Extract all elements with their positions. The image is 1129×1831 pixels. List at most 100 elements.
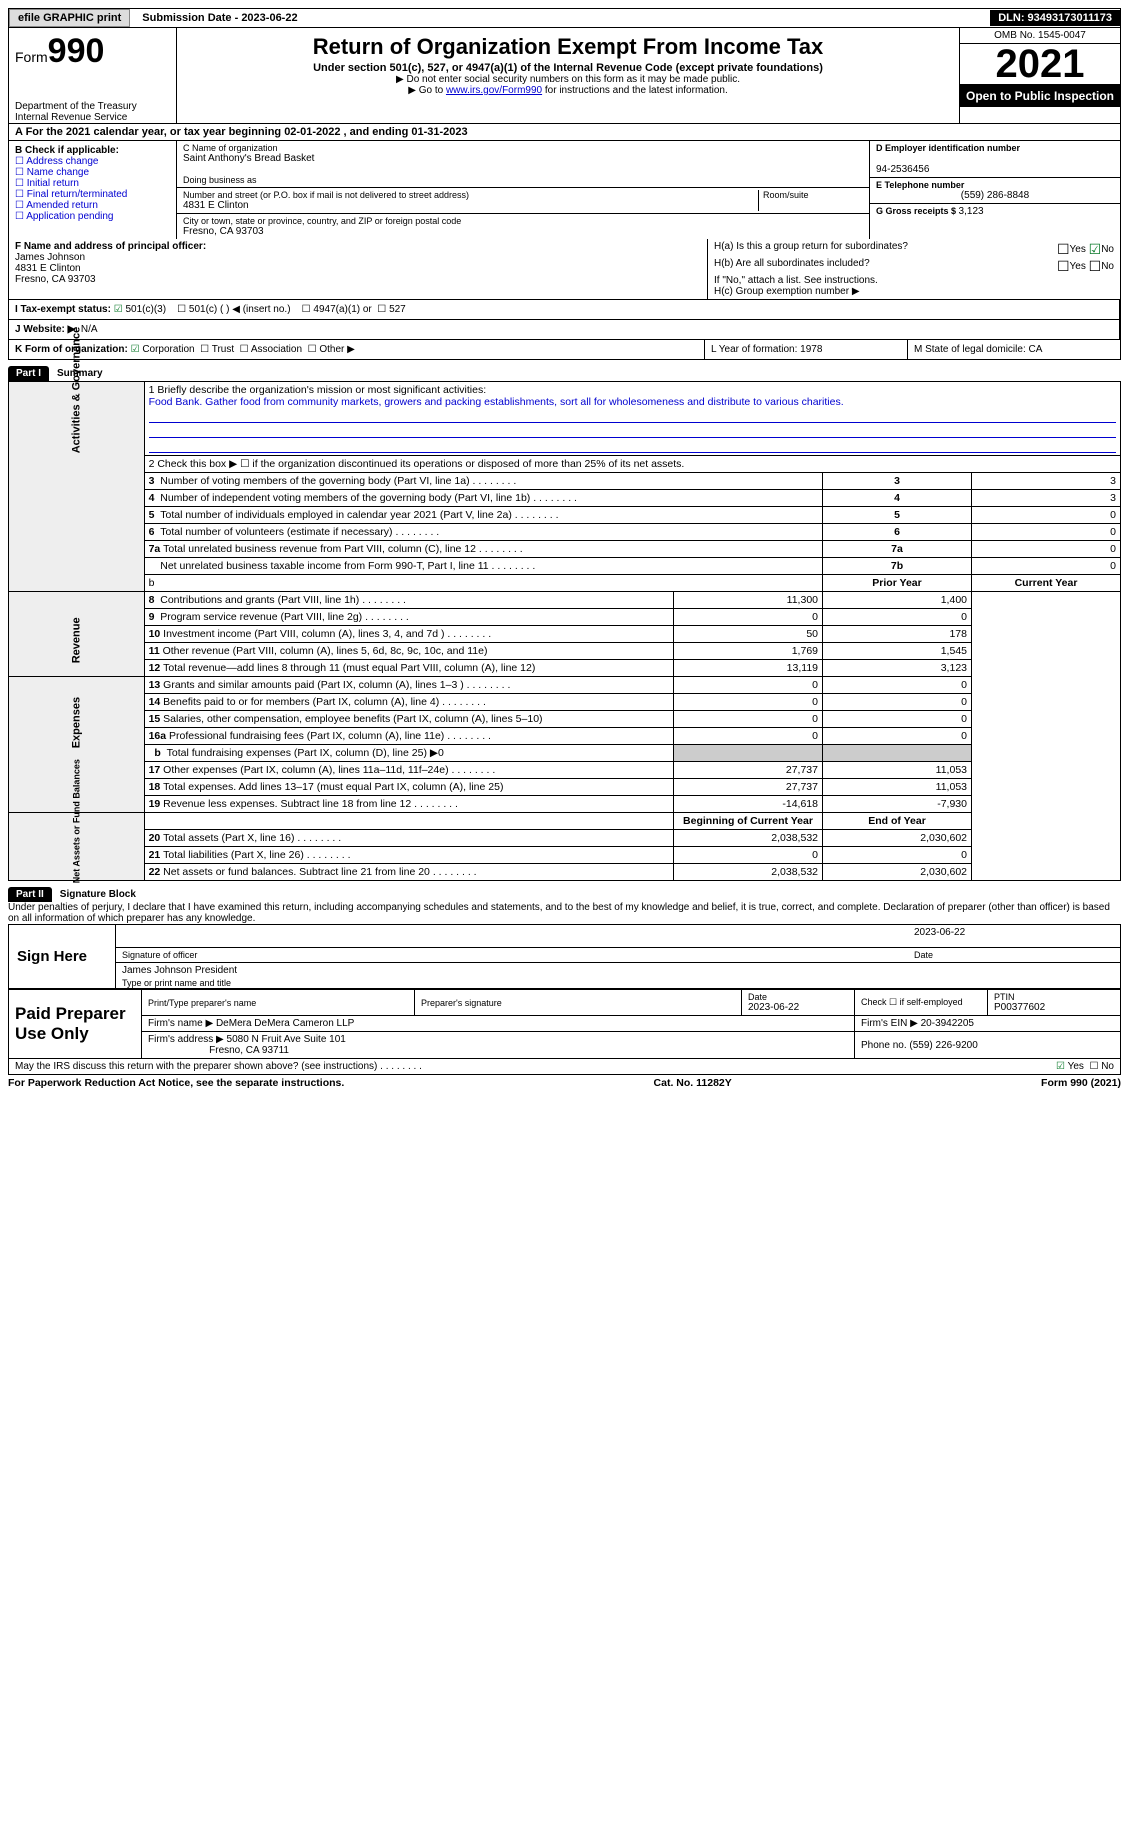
phone-value: (559) 226-9200 — [909, 1040, 977, 1051]
j-label: J Website: ▶ — [15, 324, 75, 335]
note-link-pre: ▶ Go to — [408, 85, 446, 96]
line21-eoy: 0 — [823, 847, 972, 864]
firm-name: DeMera DeMera Cameron LLP — [216, 1018, 354, 1029]
line20-text: Total assets (Part X, line 16) — [163, 832, 341, 844]
line7b-box: 7b — [823, 558, 972, 575]
ha-yes[interactable]: Yes — [1070, 244, 1086, 255]
chk-corporation[interactable]: Corporation — [142, 344, 194, 355]
line19-curr: -7,930 — [823, 796, 972, 813]
firm-addr: 5080 N Fruit Ave Suite 101 — [227, 1034, 346, 1045]
line16a-prior: 0 — [674, 728, 823, 745]
chk-initial-return[interactable]: ☐ Initial return — [15, 178, 170, 189]
line17-text: Other expenses (Part IX, column (A), lin… — [163, 764, 495, 776]
chk-4947[interactable]: 4947(a)(1) or — [313, 304, 371, 315]
officer-addr1: 4831 E Clinton — [15, 263, 701, 274]
ptin-value: P00377602 — [994, 1002, 1114, 1013]
org-address: 4831 E Clinton — [183, 200, 758, 211]
ha-no[interactable]: No — [1101, 244, 1114, 255]
chk-address-change[interactable]: ☐ Address change — [15, 156, 170, 167]
line10-text: Investment income (Part VIII, column (A)… — [163, 628, 491, 640]
footer-left: For Paperwork Reduction Act Notice, see … — [8, 1077, 344, 1089]
year-box: OMB No. 1545-0047 2021 Open to Public In… — [959, 28, 1120, 123]
gross-value: 3,123 — [959, 206, 984, 217]
section-bcd: B Check if applicable: ☐ Address change … — [8, 141, 1121, 239]
tab-net-assets: Net Assets or Fund Balances — [71, 757, 81, 884]
section-fh: F Name and address of principal officer:… — [8, 239, 1121, 300]
may-irs-no[interactable]: No — [1101, 1061, 1114, 1072]
chk-association[interactable]: Association — [251, 344, 302, 355]
hdr-boy: Beginning of Current Year — [683, 815, 813, 827]
hb-no[interactable]: No — [1101, 261, 1114, 272]
sig-date: 2023-06-22 — [914, 927, 1114, 945]
line15-text: Salaries, other compensation, employee b… — [163, 713, 542, 725]
may-irs-yes[interactable]: Yes — [1068, 1061, 1084, 1072]
q2-text: 2 Check this box ▶ ☐ if the organization… — [144, 456, 1120, 473]
chk-amended-return[interactable]: ☐ Amended return — [15, 200, 170, 211]
chk-527[interactable]: 527 — [389, 304, 406, 315]
line17-curr: 11,053 — [823, 762, 972, 779]
hdr-current-year: Current Year — [1015, 577, 1078, 589]
line20-boy: 2,038,532 — [674, 830, 823, 847]
officer-addr2: Fresno, CA 93703 — [15, 274, 701, 285]
line7b-val: 0 — [972, 558, 1121, 575]
line3-text: Number of voting members of the governin… — [160, 475, 516, 487]
chk-final-return[interactable]: ☐ Final return/terminated — [15, 189, 170, 200]
col-h-group: H(a) Is this a group return for subordin… — [708, 239, 1120, 299]
chk-app-pending[interactable]: ☐ Application pending — [15, 211, 170, 222]
line6-box: 6 — [823, 524, 972, 541]
gross-label: G Gross receipts $ — [876, 206, 959, 216]
dept-treasury: Department of the Treasury — [15, 101, 170, 112]
line7a-text: Total unrelated business revenue from Pa… — [163, 543, 523, 555]
efile-print-button[interactable]: efile GRAPHIC print — [9, 9, 130, 27]
date-label: Date — [914, 950, 1114, 960]
hb-yes[interactable]: Yes — [1070, 261, 1086, 272]
addr-label: Number and street (or P.O. box if mail i… — [183, 190, 758, 200]
chk-501c3[interactable]: 501(c)(3) — [125, 304, 166, 315]
line13-curr: 0 — [823, 677, 972, 694]
chk-trust[interactable]: Trust — [212, 344, 234, 355]
tab-governance: Activities & Governance — [70, 327, 82, 454]
form-number: 990 — [48, 32, 105, 70]
i-label: I Tax-exempt status: — [15, 304, 111, 315]
hdr-prior-year: Prior Year — [872, 577, 921, 589]
line16a-curr: 0 — [823, 728, 972, 745]
line9-curr: 0 — [823, 609, 972, 626]
line18-text: Total expenses. Add lines 13–17 (must eq… — [163, 781, 503, 793]
line9-text: Program service revenue (Part VIII, line… — [160, 611, 409, 623]
chk-name-change[interactable]: ☐ Name change — [15, 167, 170, 178]
q1-label: 1 Briefly describe the organization's mi… — [149, 384, 1116, 396]
open-to-public: Open to Public Inspection — [960, 85, 1120, 107]
line12-text: Total revenue—add lines 8 through 11 (mu… — [163, 662, 535, 674]
footer-mid: Cat. No. 11282Y — [654, 1077, 732, 1089]
chk-501c[interactable]: 501(c) ( ) ◀ (insert no.) — [189, 304, 291, 315]
chk-other[interactable]: Other ▶ — [319, 344, 354, 355]
page-footer: For Paperwork Reduction Act Notice, see … — [8, 1075, 1121, 1089]
top-bar: efile GRAPHIC print Submission Date - 20… — [8, 8, 1121, 28]
line15-prior: 0 — [674, 711, 823, 728]
line5-val: 0 — [972, 507, 1121, 524]
col-c-org-info: C Name of organizationSaint Anthony's Br… — [177, 141, 870, 239]
line16a-text: Professional fundraising fees (Part IX, … — [169, 730, 491, 742]
ein-value: 94-2536456 — [876, 164, 1114, 175]
line12-prior: 13,119 — [674, 660, 823, 677]
prep-name-label: Print/Type preparer's name — [148, 998, 408, 1008]
sign-here-label: Sign Here — [9, 925, 116, 988]
ptin-label: PTIN — [994, 992, 1114, 1002]
line3-val: 3 — [972, 473, 1121, 490]
line3-box: 3 — [823, 473, 972, 490]
line19-text: Revenue less expenses. Subtract line 18 … — [163, 798, 458, 810]
line14-prior: 0 — [674, 694, 823, 711]
self-emp-check[interactable]: Check ☐ if self-employed — [855, 990, 988, 1016]
room-label: Room/suite — [763, 190, 863, 200]
org-name-label: C Name of organization — [183, 143, 863, 153]
penalty-text: Under penalties of perjury, I declare th… — [8, 902, 1121, 924]
line4-text: Number of independent voting members of … — [160, 492, 577, 504]
firm-name-label: Firm's name ▶ — [148, 1018, 213, 1029]
line9-prior: 0 — [674, 609, 823, 626]
irs-link[interactable]: www.irs.gov/Form990 — [446, 85, 542, 96]
line7a-box: 7a — [823, 541, 972, 558]
officer-printed-name: James Johnson President — [122, 965, 237, 976]
line6-text: Total number of volunteers (estimate if … — [160, 526, 439, 538]
signature-block: Sign Here 2023-06-22 Signature of office… — [8, 924, 1121, 989]
row-a-tax-year: A For the 2021 calendar year, or tax yea… — [8, 124, 1121, 141]
